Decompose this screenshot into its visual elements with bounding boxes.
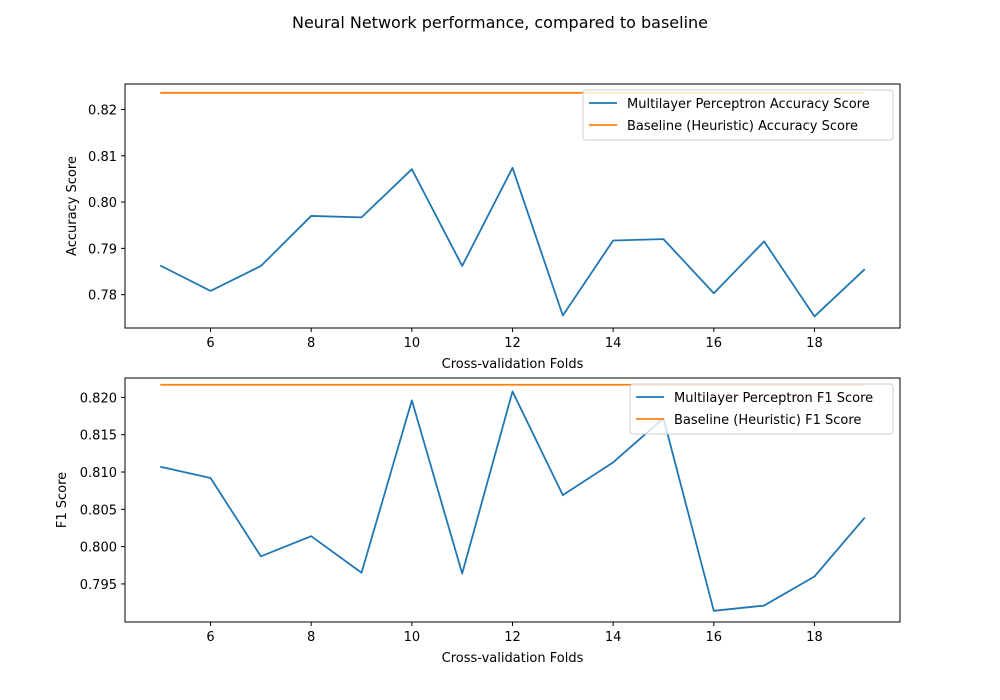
x-tick-label: 6 — [206, 336, 214, 351]
y-tick-label: 0.81 — [88, 150, 117, 165]
series-line-mlp — [160, 390, 866, 612]
y-tick-label: 0.810 — [80, 466, 117, 481]
y-tick-label: 0.80 — [88, 196, 117, 211]
x-tick-label: 18 — [806, 336, 823, 351]
x-axis-label: Cross-validation Folds — [442, 651, 584, 666]
y-tick-label: 0.78 — [88, 289, 117, 304]
x-tick-label: 16 — [706, 336, 723, 351]
x-tick-label: 8 — [307, 630, 315, 645]
x-tick-label: 8 — [307, 336, 315, 351]
legend: Multilayer Perceptron Accuracy Score Base… — [582, 89, 894, 141]
x-tick-label: 10 — [404, 630, 421, 645]
accuracy-subplot: 6 8 10 12 14 16 18 0.78 0.79 0.80 0.81 0.82 Cross-va… — [65, 83, 901, 372]
legend-box — [629, 383, 894, 435]
series-line-mlp — [159, 166, 866, 318]
y-tick-label: 0.805 — [80, 503, 117, 518]
y-tick-label: 0.800 — [80, 541, 117, 556]
x-tick-label: 12 — [504, 630, 521, 645]
legend-label: Baseline (Heuristic) Accuracy Score — [627, 119, 858, 134]
x-tick-label: 16 — [706, 630, 723, 645]
y-axis-label: Accuracy Score — [65, 156, 80, 256]
y-tick-label: 0.82 — [88, 103, 117, 118]
x-tick-label: 10 — [404, 336, 421, 351]
y-tick-label: 0.820 — [80, 391, 117, 406]
x-tick-label: 14 — [605, 336, 622, 351]
y-tick-label: 0.795 — [80, 578, 117, 593]
legend-label: Baseline (Heuristic) F1 Score — [674, 413, 861, 428]
figure-title: Neural Network performance, compared to … — [292, 13, 708, 32]
legend-label: Multilayer Perceptron F1 Score — [674, 391, 873, 406]
legend-label: Multilayer Perceptron Accuracy Score — [627, 97, 870, 112]
f1-subplot: 6 8 10 12 14 16 18 0.795 0.800 0.805 0.810 0.815 0.8… — [55, 377, 901, 666]
y-tick-label: 0.815 — [80, 429, 117, 444]
x-tick-label: 6 — [206, 630, 214, 645]
y-axis-label: F1 Score — [55, 472, 70, 528]
legend: Multilayer Perceptron F1 Score Baseline (… — [629, 383, 894, 435]
x-axis-label: Cross-validation Folds — [442, 357, 584, 372]
y-tick-label: 0.79 — [88, 242, 117, 257]
x-tick-label: 14 — [605, 630, 622, 645]
legend-box — [582, 89, 894, 141]
x-tick-label: 12 — [504, 336, 521, 351]
x-tick-label: 18 — [806, 630, 823, 645]
